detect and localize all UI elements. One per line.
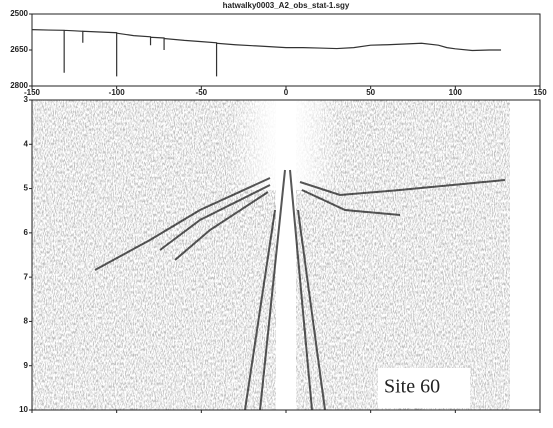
- x-tick-label: 150: [533, 88, 547, 97]
- seismic-section: [32, 100, 540, 410]
- y-tick-label: 7: [24, 272, 29, 281]
- y-tick-label: 10: [19, 405, 28, 414]
- y-tick-label: 4: [24, 139, 29, 148]
- y-tick-label: 3: [24, 95, 29, 104]
- x-tick-label: 50: [366, 88, 375, 97]
- figure: hatwalky0003_A2_obs_stat-1.sgy Site 60 2…: [0, 0, 553, 423]
- x-tick-label: -100: [109, 88, 126, 97]
- y-tick-label: 2500: [10, 9, 28, 18]
- y-tick-label: 9: [24, 361, 29, 370]
- y-tick-label: 2650: [10, 45, 28, 54]
- center-gap: [276, 100, 296, 410]
- plot-title: hatwalky0003_A2_obs_stat-1.sgy: [223, 1, 350, 10]
- site-label: Site 60: [384, 376, 440, 398]
- data-line: [32, 30, 501, 77]
- y-tick-label: 8: [24, 317, 29, 326]
- x-tick-label: 100: [449, 88, 463, 97]
- y-tick-label: 6: [24, 228, 29, 237]
- y-tick-label: 5: [24, 184, 29, 193]
- x-tick-label: 0: [284, 88, 289, 97]
- x-tick-label: -50: [196, 88, 208, 97]
